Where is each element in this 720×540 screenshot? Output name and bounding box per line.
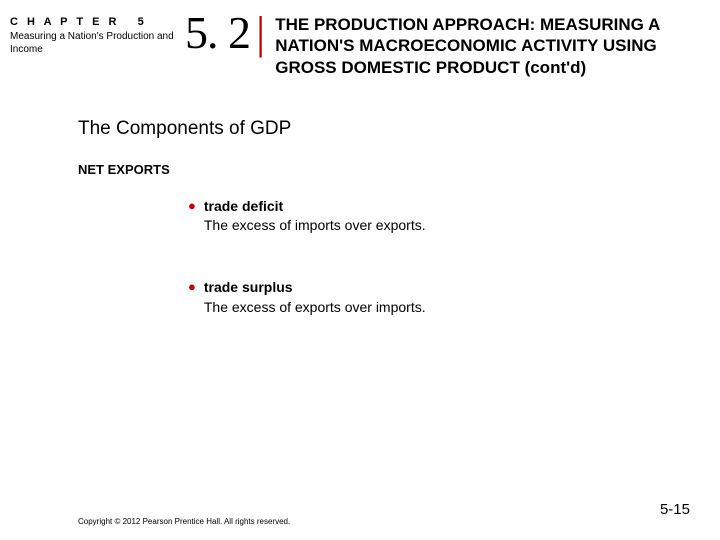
- bullet-list: ● trade deficit The excess of imports ov…: [78, 197, 660, 317]
- content-heading: The Components of GDP: [78, 118, 660, 140]
- list-item: ● trade deficit The excess of imports ov…: [188, 197, 660, 236]
- bullet-body: trade surplus The excess of exports over…: [204, 278, 426, 317]
- slide-footer: Copyright © 2012 Pearson Prentice Hall. …: [78, 517, 690, 526]
- section-title: THE PRODUCTION APPROACH: MEASURING A NAT…: [275, 10, 710, 78]
- page-number: 5-15: [660, 501, 690, 518]
- bullet-icon: ●: [188, 197, 196, 236]
- definition: The excess of imports over exports.: [204, 217, 426, 233]
- slide-content: The Components of GDP NET EXPORTS ● trad…: [0, 78, 720, 317]
- chapter-subtitle: Measuring a Nation's Production and Inco…: [10, 30, 185, 56]
- definition: The excess of exports over imports.: [204, 299, 426, 315]
- bullet-body: trade deficit The excess of imports over…: [204, 197, 426, 236]
- term: trade deficit: [204, 198, 283, 214]
- chapter-label: C H A P T E R 5: [10, 16, 185, 28]
- content-subheading: NET EXPORTS: [78, 162, 660, 177]
- copyright-text: Copyright © 2012 Pearson Prentice Hall. …: [78, 517, 290, 526]
- list-item: ● trade surplus The excess of exports ov…: [188, 278, 660, 317]
- bullet-icon: ●: [188, 278, 196, 317]
- term: trade surplus: [204, 279, 293, 295]
- section-divider: |: [256, 10, 275, 56]
- chapter-block: C H A P T E R 5 Measuring a Nation's Pro…: [10, 10, 185, 56]
- slide-header: C H A P T E R 5 Measuring a Nation's Pro…: [0, 0, 720, 78]
- section-number: 5. 2: [185, 10, 256, 56]
